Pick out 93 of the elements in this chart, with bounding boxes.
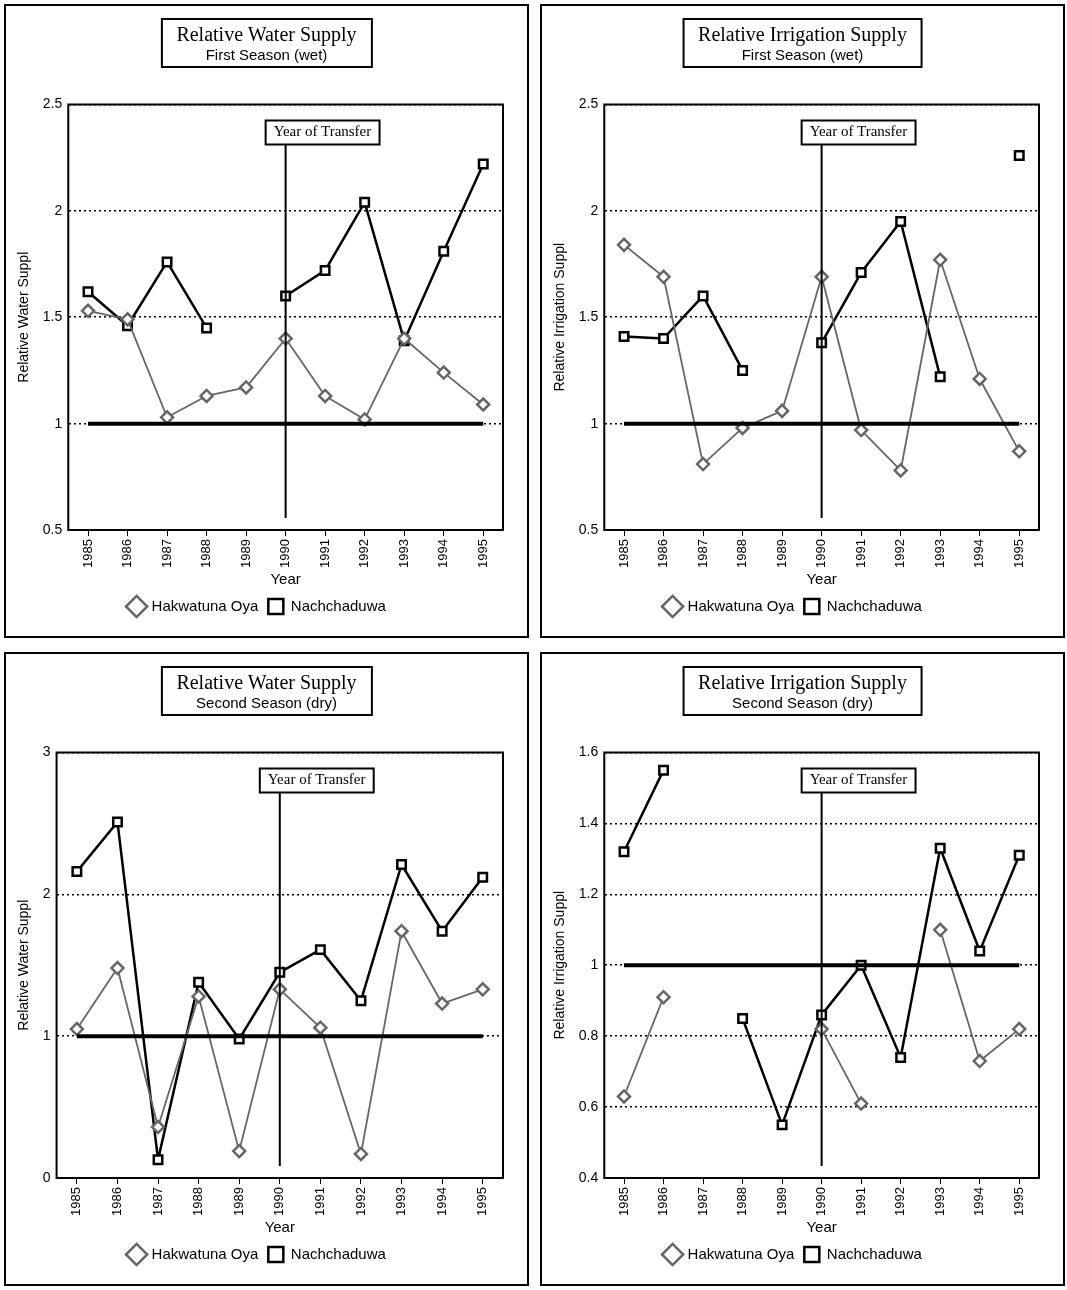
- x-tick-label: 1992: [892, 539, 908, 568]
- x-tick-label: 1994: [971, 539, 987, 568]
- x-tick-label: 1988: [198, 539, 214, 568]
- x-tick-label: 1990: [271, 1187, 287, 1216]
- x-tick-label: 1987: [158, 539, 174, 568]
- x-tick-label: 1993: [931, 1187, 947, 1216]
- y-tick-label: 2.5: [578, 95, 599, 112]
- x-tick-label: 1988: [734, 1187, 750, 1216]
- chart-subtitle: Second Season (dry): [731, 694, 874, 711]
- x-tick-label: 1985: [615, 539, 631, 568]
- y-tick-label: 0.4: [578, 1168, 599, 1185]
- y-tick-label: 1.5: [42, 308, 63, 325]
- y-tick-label: 1.4: [578, 814, 599, 831]
- x-tick-label: 1989: [773, 539, 789, 568]
- x-tick-label: 1988: [734, 539, 750, 568]
- y-axis-title: Relative Water Suppl: [15, 251, 32, 383]
- y-tick-label: 1.6: [578, 743, 599, 760]
- x-tick-label: 1985: [79, 539, 95, 568]
- y-axis-title: Relative Irrigation Suppl: [551, 890, 568, 1040]
- x-tick-label: 1995: [1010, 539, 1026, 568]
- legend-label: Nachchaduwa: [826, 1244, 923, 1262]
- x-axis-title: Year: [806, 1218, 837, 1236]
- x-tick-label: 1987: [694, 539, 710, 568]
- x-tick-label: 1992: [356, 539, 372, 568]
- y-tick-label: 0.5: [578, 520, 599, 537]
- x-tick-label: 1989: [237, 539, 253, 568]
- y-tick-label: 2: [590, 201, 599, 218]
- x-tick-label: 1993: [931, 539, 947, 568]
- x-tick-label: 1990: [813, 1187, 829, 1216]
- legend-label: Hakwatuna Oya: [151, 1244, 259, 1262]
- x-tick-label: 1991: [311, 1187, 327, 1216]
- legend-label: Nachchaduwa: [826, 596, 923, 614]
- legend-label: Hakwatuna Oya: [687, 596, 795, 614]
- y-tick-label: 2.5: [42, 95, 63, 112]
- chart-subtitle: First Season (wet): [740, 46, 865, 63]
- x-tick-label: 1985: [615, 1187, 631, 1216]
- legend-label: Hakwatuna Oya: [687, 1244, 795, 1262]
- x-tick-label: 1987: [694, 1187, 710, 1216]
- x-tick-label: 1994: [433, 1187, 449, 1216]
- y-tick-label: 0.5: [42, 520, 63, 537]
- y-tick-label: 0.6: [578, 1097, 599, 1114]
- y-tick-label: 1: [590, 414, 599, 431]
- chart-title: Relative Irrigation Supply: [698, 671, 907, 694]
- legend-label: Nachchaduwa: [290, 1244, 387, 1262]
- x-tick-label: 1993: [395, 539, 411, 568]
- chart-subtitle: Second Season (dry): [195, 694, 338, 711]
- x-tick-label: 1992: [892, 1187, 908, 1216]
- x-axis-title: Year: [806, 570, 837, 588]
- x-tick-label: 1985: [68, 1187, 84, 1216]
- y-tick-label: 0.8: [578, 1027, 599, 1044]
- x-tick-label: 1991: [852, 539, 868, 568]
- x-tick-label: 1994: [435, 539, 451, 568]
- ref-line-label: Year of Transfer: [809, 771, 908, 788]
- x-tick-label: 1986: [119, 539, 135, 568]
- ref-line-label: Year of Transfer: [267, 771, 366, 788]
- y-tick-label: 2: [42, 885, 51, 902]
- legend-label: Hakwatuna Oya: [151, 596, 259, 614]
- x-tick-label: 1986: [109, 1187, 125, 1216]
- x-tick-label: 1986: [655, 1187, 671, 1216]
- chart-subtitle: First Season (wet): [204, 46, 329, 63]
- x-axis-title: Year: [264, 1218, 295, 1236]
- chart-title: Relative Irrigation Supply: [698, 23, 907, 46]
- y-tick-label: 1: [42, 1027, 51, 1044]
- x-tick-label: 1991: [852, 1187, 868, 1216]
- x-tick-label: 1986: [655, 539, 671, 568]
- chart-title: Relative Water Supply: [176, 23, 357, 46]
- x-tick-label: 1989: [773, 1187, 789, 1216]
- x-tick-label: 1988: [190, 1187, 206, 1216]
- y-tick-label: 3: [42, 743, 51, 760]
- ref-line-label: Year of Transfer: [273, 123, 372, 140]
- x-tick-label: 1987: [149, 1187, 165, 1216]
- legend-label: Nachchaduwa: [290, 596, 387, 614]
- x-tick-label: 1990: [813, 539, 829, 568]
- y-axis-title: Relative Water Suppl: [15, 899, 32, 1031]
- y-tick-label: 0: [42, 1168, 51, 1185]
- x-tick-label: 1993: [393, 1187, 409, 1216]
- chart-title: Relative Water Supply: [176, 671, 357, 694]
- y-tick-label: 1: [590, 956, 599, 973]
- y-axis-title: Relative Irrigation Suppl: [551, 242, 568, 392]
- x-tick-label: 1995: [1010, 1187, 1026, 1216]
- x-tick-label: 1991: [316, 539, 332, 568]
- x-tick-label: 1995: [474, 1187, 490, 1216]
- ref-line-label: Year of Transfer: [809, 123, 908, 140]
- x-tick-label: 1989: [230, 1187, 246, 1216]
- y-tick-label: 2: [54, 201, 63, 218]
- y-tick-label: 1.5: [578, 308, 599, 325]
- x-axis-title: Year: [270, 570, 301, 588]
- x-tick-label: 1992: [352, 1187, 368, 1216]
- x-tick-label: 1990: [277, 539, 293, 568]
- x-tick-label: 1995: [474, 539, 490, 568]
- y-tick-label: 1.2: [578, 885, 599, 902]
- x-tick-label: 1994: [971, 1187, 987, 1216]
- y-tick-label: 1: [54, 414, 63, 431]
